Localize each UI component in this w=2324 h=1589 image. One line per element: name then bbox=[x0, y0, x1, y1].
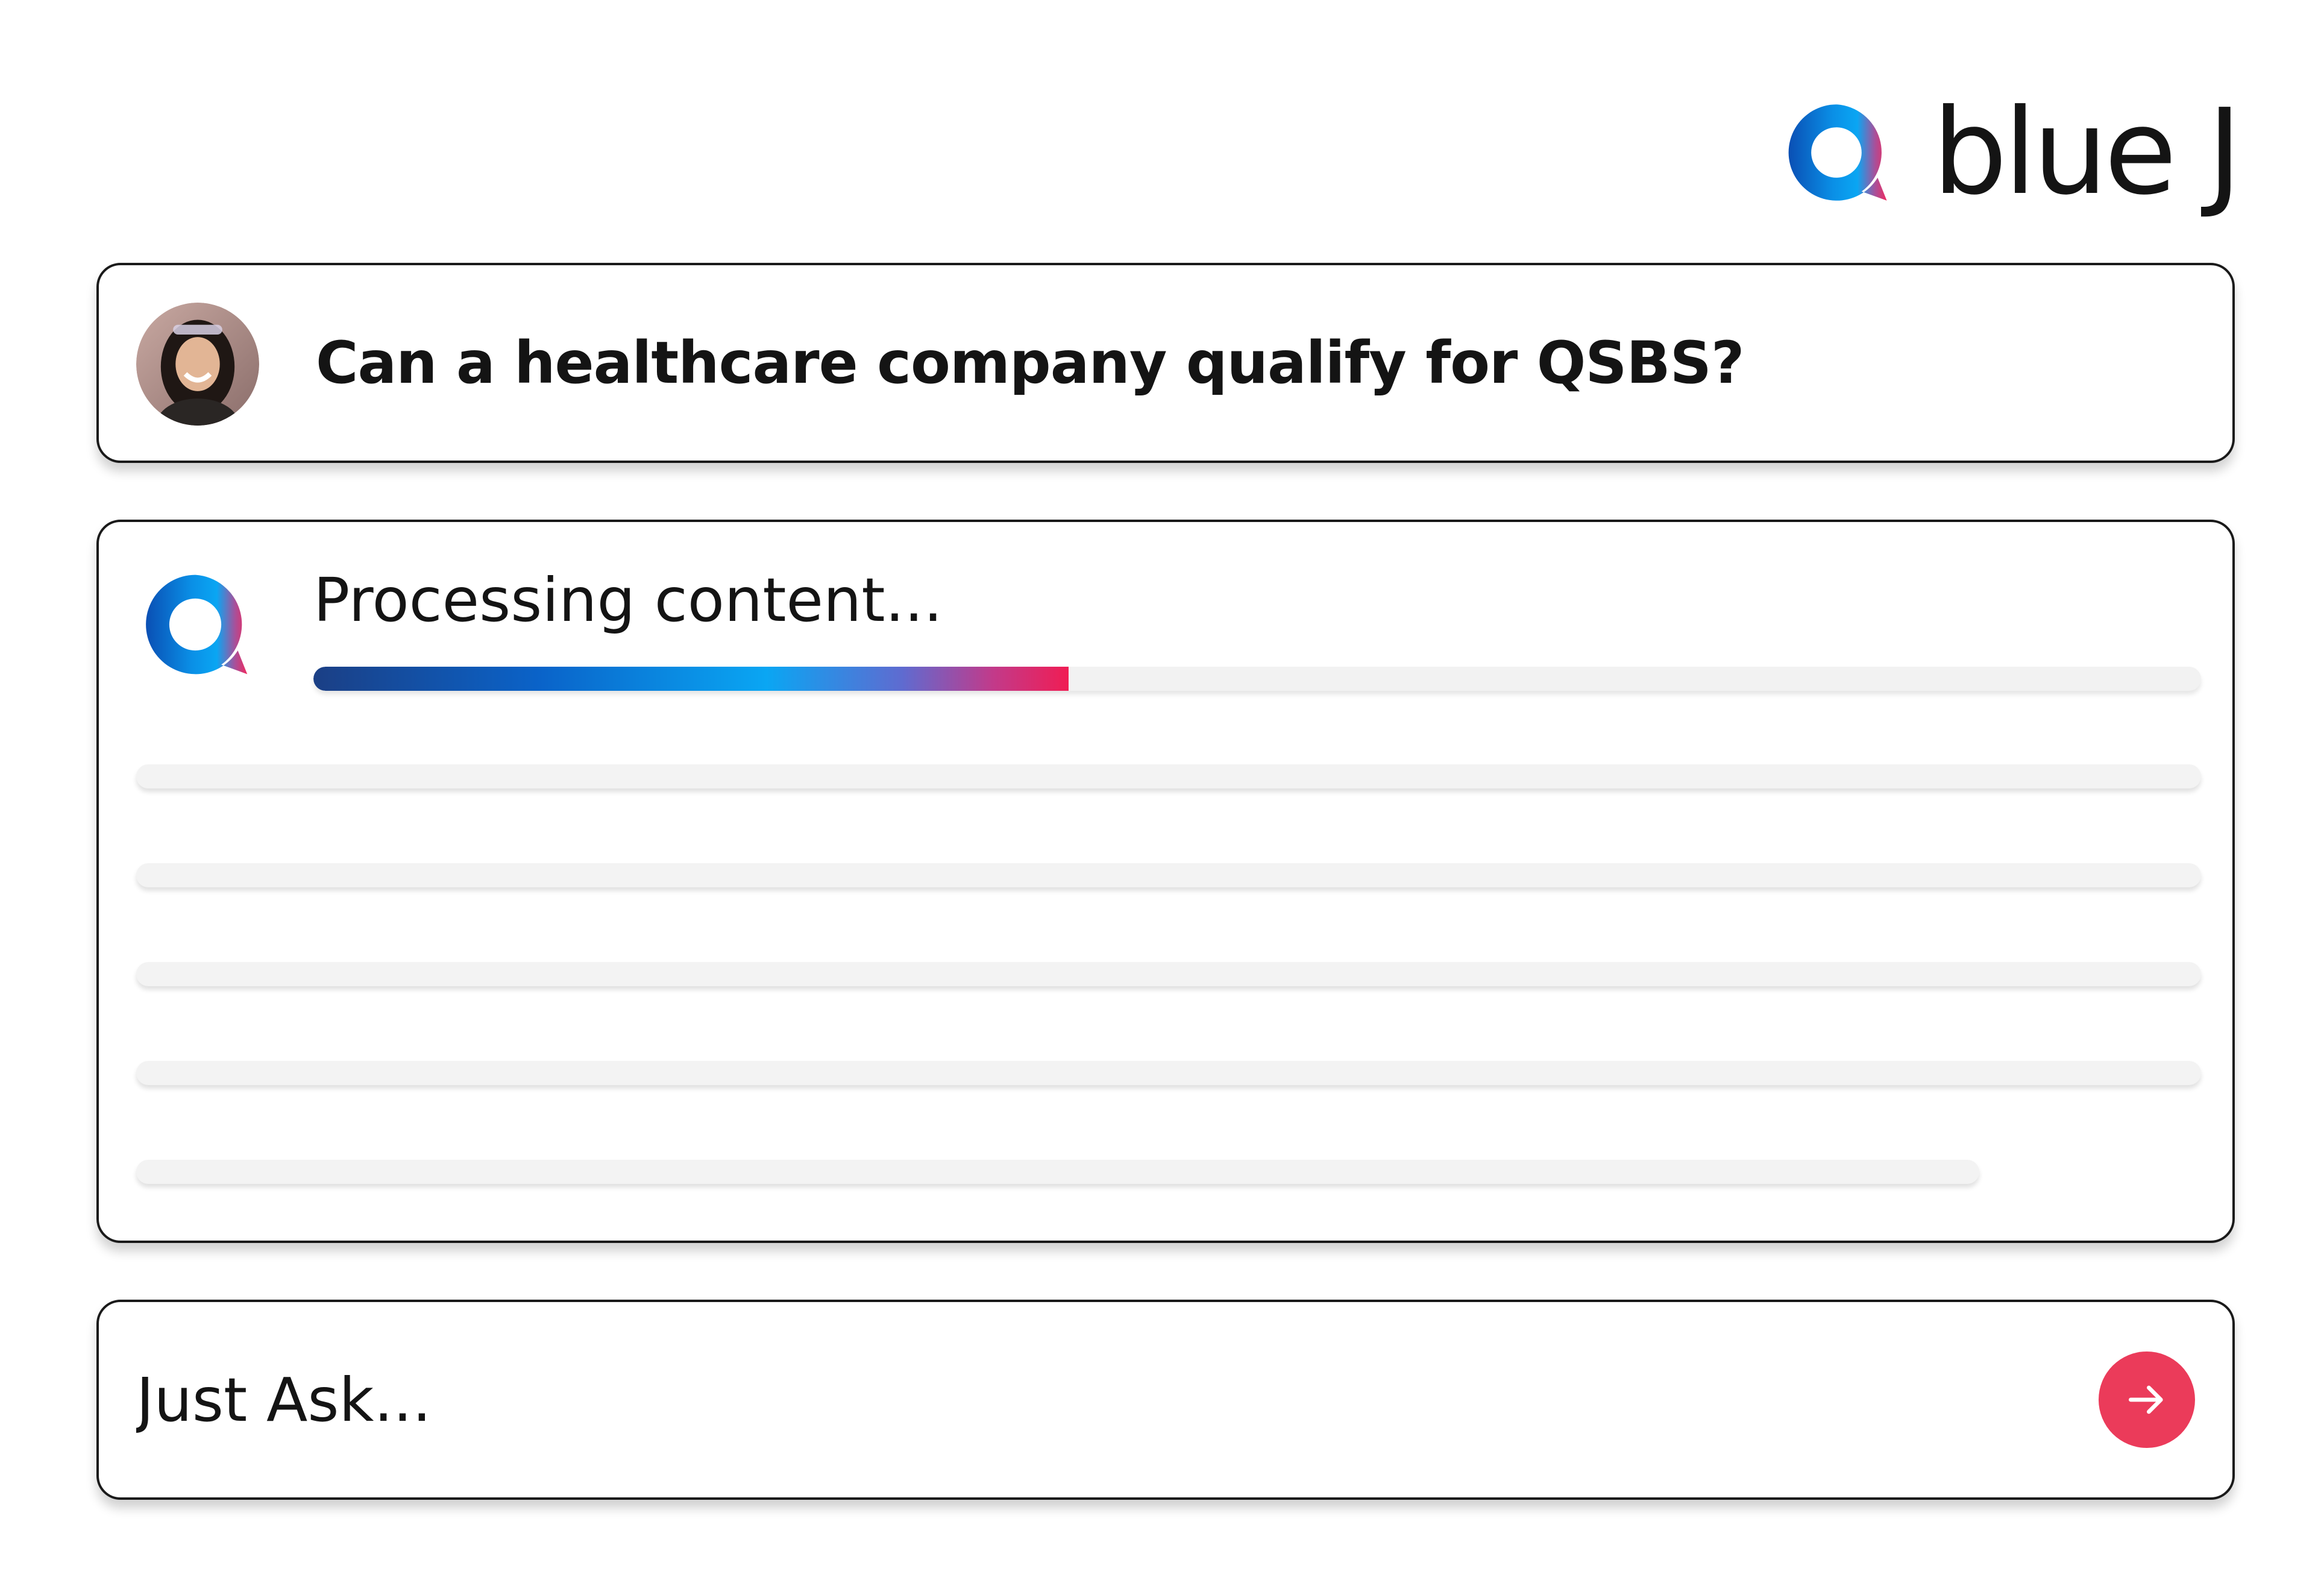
skeleton-line bbox=[136, 1160, 1979, 1184]
user-question-card: Can a healthcare company qualify for QSB… bbox=[96, 263, 2235, 463]
question-text: Can a healthcare company qualify for QSB… bbox=[316, 329, 1745, 397]
ask-input[interactable] bbox=[136, 1302, 2065, 1497]
brand-logo: blue J bbox=[1779, 84, 2242, 221]
send-button[interactable] bbox=[2099, 1351, 2195, 1448]
progress-bar bbox=[313, 667, 2201, 691]
speech-bubble-q-icon bbox=[1788, 104, 1887, 201]
assistant-response-card: Processing content... bbox=[96, 520, 2235, 1243]
skeleton-line bbox=[136, 863, 2201, 887]
ask-composer bbox=[96, 1300, 2235, 1500]
arrow-right-icon bbox=[2129, 1385, 2163, 1414]
brand-name: blue J bbox=[1932, 84, 2242, 221]
skeleton-line bbox=[136, 1061, 2201, 1085]
user-avatar bbox=[136, 303, 259, 426]
progress-bar-fill bbox=[313, 667, 1069, 691]
skeleton-line bbox=[136, 764, 2201, 788]
processing-status: Processing content... bbox=[313, 565, 943, 635]
skeleton-line bbox=[136, 962, 2201, 986]
speech-bubble-q-icon bbox=[146, 574, 248, 675]
